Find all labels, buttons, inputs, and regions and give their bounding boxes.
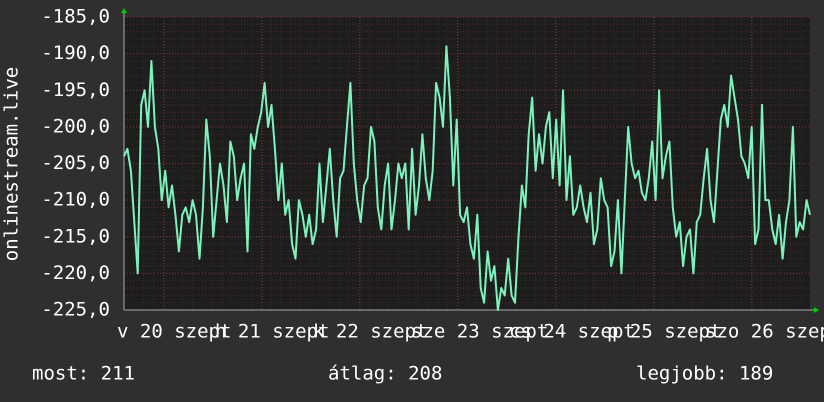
x-tick-label: h 21 szept: [215, 321, 329, 343]
x-tick-label: sze 23 szept: [411, 321, 548, 343]
y-tick-label: -225,0: [41, 299, 110, 321]
y-tick-label: -195,0: [41, 79, 110, 101]
x-axis-arrow: [814, 307, 819, 313]
footer-best: legjobb: 189: [636, 363, 773, 385]
x-tick-label: szo 26 szept: [705, 321, 824, 343]
x-tick-label: k 22 szept: [313, 321, 427, 343]
y-tick-label: -190,0: [41, 42, 110, 64]
x-tick-label: v 20 szept: [117, 321, 231, 343]
x-tick-label: p 25 szept: [607, 321, 721, 343]
footer-current: most: 211: [32, 363, 135, 385]
data-line: [123, 45, 811, 311]
y-axis-arrow: [121, 8, 127, 13]
y-tick-label: -220,0: [41, 262, 110, 284]
footer-average: átlag: 208: [328, 363, 442, 385]
y-tick-label: -185,0: [41, 6, 110, 28]
y-tick-label: -210,0: [41, 189, 110, 211]
y-tick-label: -200,0: [41, 115, 110, 137]
y-axis-label: onlinestream.live: [1, 67, 23, 261]
x-tick-label: cs 24 szept: [509, 321, 635, 343]
y-tick-label: -215,0: [41, 225, 110, 247]
y-tick-label: -205,0: [41, 152, 110, 174]
